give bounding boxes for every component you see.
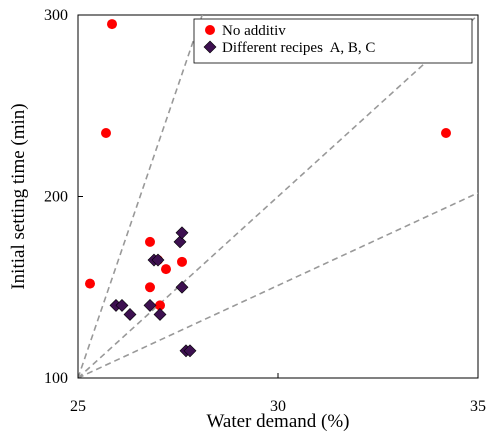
point-no-additiv	[85, 278, 95, 289]
legend-label-recipes: Different recipes A, B, C	[222, 40, 375, 56]
axis-ticks	[77, 14, 479, 379]
point-recipe	[143, 298, 157, 312]
point-recipe	[123, 308, 137, 321]
y-tick-label: 200	[44, 189, 68, 206]
point-no-additiv	[155, 300, 165, 311]
y-tick-label: 300	[44, 7, 68, 24]
point-no-additiv	[145, 282, 155, 293]
legend-box	[193, 18, 473, 64]
point-recipe	[151, 253, 165, 267]
legend-marker-recipes	[203, 40, 217, 54]
reference-line-2	[78, 15, 478, 378]
point-no-additiv	[441, 127, 451, 138]
point-recipe	[175, 226, 189, 240]
point-recipe	[153, 308, 167, 321]
reference-line-1	[78, 15, 204, 378]
x-tick-label: 30	[270, 398, 286, 415]
point-recipe	[175, 280, 189, 294]
axis-tick-labels: 25 30 35 100 200 300	[44, 7, 486, 415]
legend-label-no-additiv: No additiv	[222, 23, 286, 39]
point-no-additiv	[101, 127, 111, 138]
reference-lines	[78, 15, 478, 378]
x-tick-label: 35	[470, 398, 486, 415]
point-recipe	[173, 235, 187, 249]
x-tick-label: 25	[70, 398, 86, 415]
point-recipe	[183, 344, 197, 358]
point-no-additiv	[177, 256, 187, 267]
data-points	[85, 19, 451, 358]
point-no-additiv	[161, 264, 171, 275]
y-axis-title: Initial setting time (min)	[8, 103, 29, 289]
legend-marker-no-additiv	[205, 25, 215, 35]
reference-line-3	[78, 192, 478, 378]
legend: No additiv Different recipes A, B, C	[193, 18, 473, 64]
point-no-additiv	[107, 19, 117, 30]
x-axis-title: Water demand (%)	[206, 411, 349, 432]
point-recipe	[115, 298, 129, 312]
point-no-additiv	[145, 236, 155, 247]
y-tick-label: 100	[44, 370, 68, 387]
